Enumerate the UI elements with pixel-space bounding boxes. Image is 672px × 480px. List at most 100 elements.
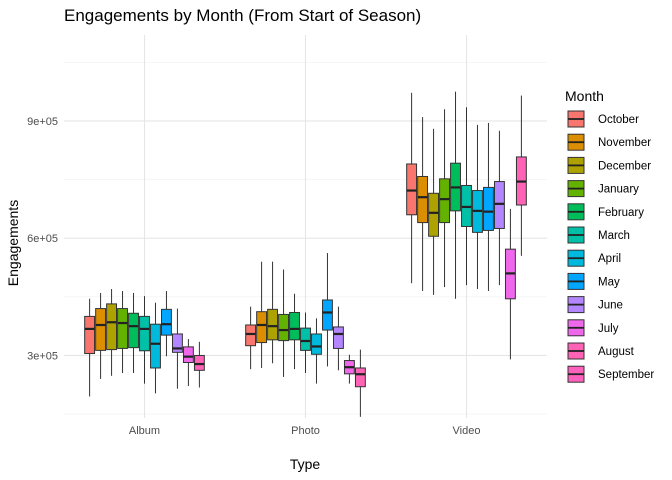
- box-body: [256, 311, 268, 344]
- legend-items: October November December January February Ma…: [567, 110, 654, 383]
- box-body: [439, 178, 450, 224]
- box-photo-january: [278, 269, 289, 377]
- legend-item-april: April: [567, 249, 621, 267]
- y-tick-label: 6e+05: [27, 233, 58, 245]
- legend-item-september: September: [567, 365, 654, 383]
- box-body: [95, 308, 107, 351]
- box-body: [322, 299, 333, 331]
- y-axis-ticks: 3e+05 6e+05 9e+05: [27, 116, 58, 362]
- box-album-august: [193, 341, 205, 388]
- box-photo-april: [311, 318, 322, 384]
- legend-label: November: [598, 137, 651, 149]
- legend-label: April: [598, 253, 621, 265]
- box-video-june: [493, 130, 505, 286]
- legend-item-january: January: [567, 180, 639, 198]
- box-body: [106, 303, 118, 351]
- y-tick-label: 3e+05: [27, 350, 58, 362]
- box-album-january: [117, 290, 128, 374]
- box-album-march: [139, 296, 150, 384]
- box-body: [267, 308, 279, 341]
- box-album-october: [84, 298, 96, 397]
- legend-label: October: [598, 114, 639, 126]
- legend-title: Month: [565, 88, 604, 104]
- chart-title: Engagements by Month (From Start of Seas…: [64, 6, 421, 25]
- box-body: [406, 163, 418, 216]
- legend-item-may: May: [567, 272, 620, 290]
- box-body: [84, 315, 96, 355]
- legend-label: February: [598, 207, 644, 219]
- box-body: [428, 192, 440, 237]
- x-tick-label: Video: [453, 425, 481, 437]
- x-axis-title: Type: [290, 456, 321, 472]
- box-body: [300, 327, 311, 351]
- box-photo-june: [332, 306, 344, 371]
- box-album-december: [106, 289, 118, 376]
- legend-item-august: August: [567, 342, 635, 360]
- box-album-june: [171, 308, 183, 389]
- legend-item-october: October: [567, 110, 639, 128]
- box-photo-november: [256, 261, 268, 368]
- legend-item-july: July: [567, 319, 619, 337]
- box-photo-july: [343, 354, 355, 384]
- box-album-november: [95, 292, 107, 379]
- box-album-july: [182, 339, 194, 386]
- box-album-may: [161, 290, 172, 357]
- box-plots: [84, 91, 527, 417]
- box-body: [128, 312, 139, 349]
- x-tick-label: Photo: [291, 425, 320, 437]
- box-video-july: [504, 208, 516, 360]
- y-axis-title: Engagements: [5, 200, 21, 286]
- legend-label: August: [598, 346, 635, 358]
- legend-label: June: [598, 300, 623, 312]
- box-body: [150, 323, 161, 369]
- box-photo-december: [267, 261, 279, 364]
- box-body: [417, 175, 429, 224]
- box-body: [332, 326, 344, 349]
- legend-item-march: March: [567, 226, 630, 244]
- box-body: [493, 181, 505, 229]
- box-body: [311, 333, 322, 355]
- box-body: [139, 315, 150, 352]
- y-tick-label: 9e+05: [27, 116, 58, 128]
- box-photo-february: [289, 293, 300, 370]
- box-body: [193, 354, 205, 371]
- box-body: [171, 333, 183, 353]
- legend-label: May: [598, 276, 620, 288]
- legend-label: July: [598, 323, 619, 335]
- legend-item-november: November: [567, 133, 651, 151]
- box-video-august: [515, 95, 527, 256]
- box-video-october: [406, 92, 418, 284]
- box-body: [161, 308, 172, 336]
- legend-label: September: [598, 369, 654, 381]
- box-album-april: [150, 302, 161, 394]
- box-video-november: [417, 117, 429, 291]
- box-photo-may: [322, 253, 333, 367]
- box-body: [483, 186, 494, 231]
- box-album-february: [128, 292, 139, 374]
- legend-item-december: December: [567, 156, 651, 174]
- box-photo-march: [300, 312, 311, 374]
- legend-item-june: June: [567, 296, 623, 314]
- box-video-january: [439, 109, 450, 288]
- box-body: [245, 324, 257, 347]
- legend: Month October November December January Febr…: [565, 88, 654, 383]
- x-axis-ticks: Album Photo Video: [129, 425, 481, 437]
- box-video-february: [450, 91, 461, 299]
- box-photo-august: [354, 349, 366, 417]
- box-video-december: [428, 128, 440, 295]
- x-tick-label: Album: [129, 425, 160, 437]
- legend-label: December: [598, 160, 651, 172]
- box-body: [289, 311, 300, 341]
- box-body: [182, 346, 194, 364]
- box-video-march: [461, 107, 472, 286]
- box-video-april: [472, 124, 483, 290]
- box-video-may: [483, 122, 494, 291]
- box-body: [117, 308, 128, 349]
- box-body: [278, 313, 289, 342]
- box-photo-october: [245, 306, 257, 370]
- legend-label: March: [598, 230, 630, 242]
- legend-label: January: [598, 184, 639, 196]
- legend-item-february: February: [567, 203, 644, 221]
- box-body: [354, 367, 366, 388]
